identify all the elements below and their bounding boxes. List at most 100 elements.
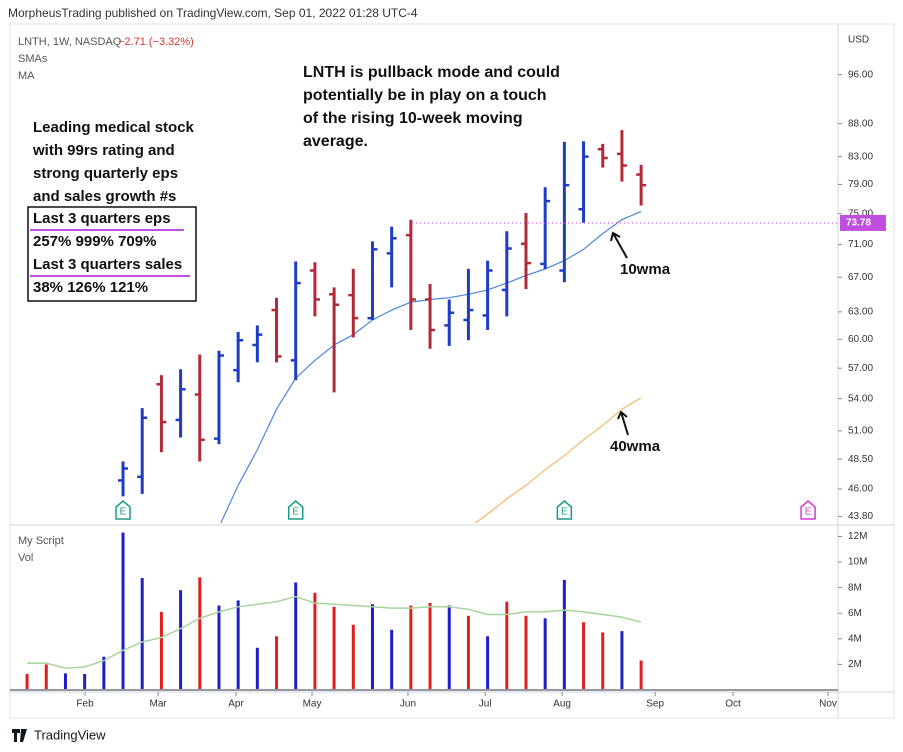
y-tick-label: 67.00	[848, 272, 873, 283]
volume-bar	[102, 656, 106, 690]
y-tick-label: 43.80	[848, 511, 873, 522]
volume-bar	[582, 622, 586, 690]
footer: TradingView	[34, 727, 106, 742]
note: Leading medical stock	[33, 119, 195, 136]
indicator-label: SMAs	[18, 53, 48, 65]
volume-bar	[562, 579, 566, 690]
y-tick-label: 88.00	[848, 118, 873, 129]
y-tick-label: 83.00	[848, 151, 873, 162]
volume-bar	[428, 602, 432, 690]
y-tick-label: 12M	[848, 531, 867, 542]
annotation: of the rising 10-week moving	[303, 110, 523, 127]
note: and sales growth #s	[33, 188, 176, 205]
y-tick-label: 54.00	[848, 393, 873, 404]
x-tick-label: Sep	[646, 699, 664, 710]
y-tick-label: 2M	[848, 659, 862, 670]
earnings-label: E	[805, 507, 812, 518]
y-tick-label: 60.00	[848, 334, 873, 345]
volume-bar	[505, 601, 509, 690]
moving-average	[220, 210, 642, 523]
x-tick-label: Jun	[400, 699, 416, 710]
volume-bar	[466, 615, 470, 690]
logo: TradingView	[12, 727, 106, 742]
y-tick-label: 57.00	[848, 363, 873, 374]
x-tick-label: Jul	[479, 699, 492, 710]
volume-bar	[313, 592, 317, 690]
x-tick-label: Nov	[819, 699, 837, 710]
price-label: 73.78	[846, 218, 871, 229]
volume-bar	[543, 618, 547, 690]
volume-bar	[294, 582, 298, 690]
volume-bar	[409, 605, 413, 690]
box-line: 38% 126% 121%	[33, 279, 148, 296]
volume-bar	[639, 660, 643, 690]
volume-bar	[275, 636, 279, 690]
y-tick-label: 75.00	[848, 208, 873, 219]
volume-average	[27, 595, 642, 669]
arrows	[610, 231, 629, 436]
y-tick-label: 6M	[848, 608, 862, 619]
volume-bar	[217, 605, 221, 690]
y-tick-label: 96.00	[848, 69, 873, 80]
earnings-label: E	[292, 507, 299, 518]
volume-bar	[179, 590, 183, 690]
y-tick-label: 79.00	[848, 179, 873, 190]
label-10wma: 10wma	[620, 261, 671, 278]
pane-title: My Script	[18, 535, 64, 547]
indicator-label: MA	[18, 70, 35, 82]
box-line: 257% 999% 709%	[33, 233, 156, 250]
volume-bar	[351, 624, 355, 690]
y-tick-label: 8M	[848, 582, 862, 593]
earnings-label: E	[561, 507, 568, 518]
y-tick-label: 4M	[848, 633, 862, 644]
volume-bar	[140, 578, 144, 690]
earnings-marker	[800, 500, 816, 520]
volume-bar	[25, 674, 29, 690]
volume-bar	[601, 632, 605, 690]
currency: USD	[848, 35, 869, 46]
label-40wma: 40wma	[610, 438, 661, 455]
volume-bar	[524, 615, 528, 690]
x-tick-label: Oct	[725, 699, 741, 710]
volume-bar	[447, 605, 451, 690]
volume-bar	[370, 604, 374, 690]
volume-bar	[236, 600, 240, 690]
volume-bar	[121, 532, 125, 690]
y-tick-label: 51.00	[848, 425, 873, 436]
annotation: potentially be in play on a touch	[303, 87, 547, 104]
x-tick-label: May	[303, 699, 322, 710]
volume-bar	[44, 664, 48, 690]
price-pane	[118, 130, 647, 523]
box-line: Last 3 quarters sales	[33, 256, 182, 273]
note: with 99rs rating and	[32, 142, 175, 159]
volume-bar	[198, 577, 202, 690]
x-tick-label: Apr	[228, 699, 244, 710]
volume-bar	[332, 606, 336, 690]
note: strong quarterly eps	[33, 165, 178, 182]
y-tick-label: 71.00	[848, 239, 873, 250]
box	[27, 206, 197, 302]
volume-bar	[83, 674, 87, 690]
earnings-marker	[556, 500, 573, 520]
y-tick-label: 63.00	[848, 307, 873, 318]
x-tick-label: Mar	[150, 699, 168, 710]
header: MorpheusTrading published on TradingView…	[8, 6, 418, 20]
x-tick-label: Feb	[76, 699, 94, 710]
volume-bar	[620, 631, 624, 690]
annotation: average.	[303, 133, 368, 150]
volume-bar	[255, 647, 259, 690]
change: −2.71 (−3.32%)	[118, 36, 194, 48]
volume-bar	[486, 636, 490, 690]
volume-bar	[63, 673, 67, 690]
volume-bar	[390, 629, 394, 690]
symbol: LNTH, 1W, NASDAQ	[18, 36, 122, 48]
pane-subtitle: Vol	[18, 552, 33, 564]
x-tick-label: Aug	[553, 699, 571, 710]
earnings-marker	[287, 500, 304, 520]
earnings-label: E	[120, 507, 127, 518]
y-tick-label: 48.50	[848, 454, 873, 465]
frame	[9, 23, 895, 719]
annotation: LNTH is pullback mode and could	[303, 64, 560, 81]
moving-average	[474, 397, 642, 523]
